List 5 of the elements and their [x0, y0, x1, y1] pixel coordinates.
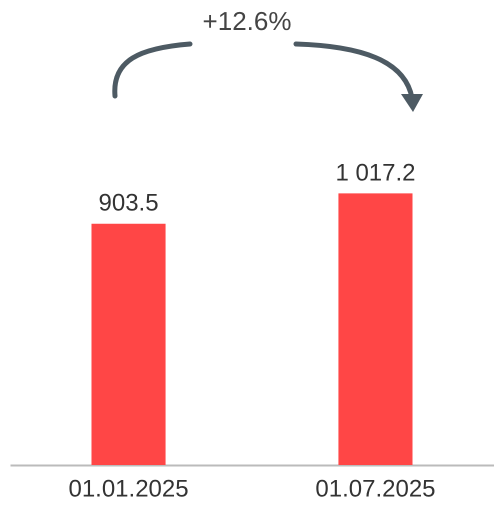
- text: +12.6%: [202, 6, 292, 37]
- x-tick-label: 01.01.2025: [68, 476, 189, 502]
- data-label: 903.5: [98, 190, 159, 217]
- data-label: 1 017.2: [335, 159, 416, 186]
- x-tick-label: 01.07.2025: [315, 476, 436, 502]
